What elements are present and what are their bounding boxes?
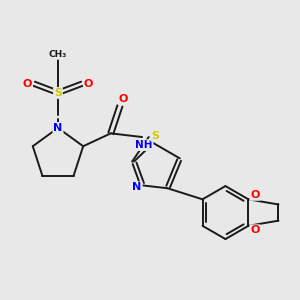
- Text: O: O: [250, 190, 260, 200]
- Text: N: N: [133, 182, 142, 192]
- Text: CH₃: CH₃: [49, 50, 67, 59]
- Text: O: O: [250, 225, 260, 235]
- Text: S: S: [151, 130, 159, 141]
- Text: O: O: [118, 94, 128, 104]
- Text: NH: NH: [135, 140, 153, 150]
- Text: O: O: [23, 79, 32, 89]
- Text: O: O: [84, 79, 93, 89]
- Text: N: N: [53, 123, 63, 133]
- Text: S: S: [54, 88, 62, 98]
